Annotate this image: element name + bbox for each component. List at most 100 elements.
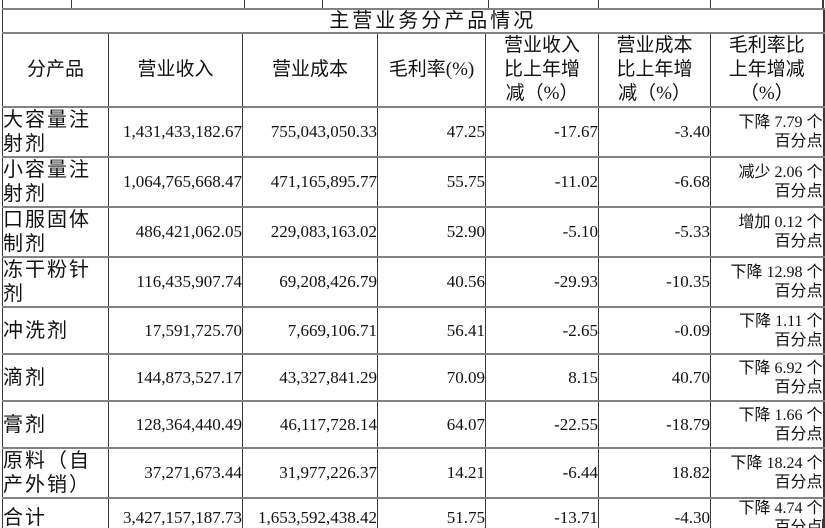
- table-row: 滴剂 144,873,527.17 43,327,841.29 70.09 8.…: [2, 353, 824, 402]
- revenue-cell: 116,435,907.74: [108, 256, 243, 308]
- partial-row-divider: [2, 0, 3, 8]
- margin-yoy-cell: 下降 6.92 个 百分点: [710, 353, 824, 402]
- margin-cell: 55.75: [377, 156, 486, 208]
- cost-cell: 7,669,106.71: [242, 306, 378, 355]
- margin-yoy-cell: 下降 7.79 个 百分点: [710, 106, 824, 158]
- revenue-cell: 1,431,433,182.67: [108, 106, 243, 158]
- table-row: 口服固体 制剂 486,421,062.05 229,083,163.02 52…: [2, 206, 824, 258]
- cost-cell: 46,117,728.14: [242, 400, 378, 449]
- cost-yoy-cell: -10.35: [598, 256, 711, 308]
- revenue-yoy-cell: -22.55: [485, 400, 599, 449]
- margin-yoy-cell: 下降 1.11 个 百分点: [710, 306, 824, 355]
- column-header-product: 分产品: [2, 32, 109, 108]
- margin-cell: 64.07: [377, 400, 486, 449]
- revenue-yoy-cell: -11.02: [485, 156, 599, 208]
- partial-row-divider: [710, 0, 711, 8]
- cost-yoy-cell: -3.40: [598, 106, 711, 158]
- partial-row-divider: [322, 0, 323, 8]
- revenue-cell: 144,873,527.17: [108, 353, 243, 402]
- revenue-yoy-cell: -2.65: [485, 306, 599, 355]
- revenue-cell: 37,271,673.44: [108, 447, 243, 499]
- product-name-cell: 原料（自 产外销）: [2, 447, 109, 499]
- product-name-cell: 膏剂: [2, 400, 109, 449]
- cost-cell: 471,165,895.77: [242, 156, 378, 208]
- revenue-cell: 128,364,440.49: [108, 400, 243, 449]
- partial-row-divider: [244, 0, 245, 8]
- column-header-margin-yoy: 毛利率比 上年增减 （%）: [710, 32, 824, 108]
- main-business-by-product-table: 主营业务分产品情况 分产品 营业收入 营业成本 毛利率(%) 营业收入 比上年增…: [2, 8, 825, 528]
- product-name-cell: 口服固体 制剂: [2, 206, 109, 258]
- table-title: 主营业务分产品情况: [2, 8, 824, 34]
- product-name-cell: 冻干粉针 剂: [2, 256, 109, 308]
- cost-cell: 1,653,592,438.42: [242, 497, 378, 528]
- partial-row-divider: [822, 0, 824, 8]
- margin-yoy-cell: 减少 2.06 个 百分点: [710, 156, 824, 208]
- column-header-cost-yoy: 营业成本 比上年增 减（%）: [598, 32, 711, 108]
- revenue-yoy-cell: -13.71: [485, 497, 599, 528]
- product-name-cell: 大容量注 射剂: [2, 106, 109, 158]
- cost-cell: 31,977,226.37: [242, 447, 378, 499]
- margin-cell: 47.25: [377, 106, 486, 158]
- table-row-total: 合计 3,427,157,187.73 1,653,592,438.42 51.…: [2, 497, 824, 528]
- table-row: 小容量注 射剂 1,064,765,668.47 471,165,895.77 …: [2, 156, 824, 208]
- column-header-margin: 毛利率(%): [377, 32, 486, 108]
- revenue-cell: 3,427,157,187.73: [108, 497, 243, 528]
- table-row: 原料（自 产外销） 37,271,673.44 31,977,226.37 14…: [2, 447, 824, 499]
- product-name-cell: 冲洗剂: [2, 306, 109, 355]
- product-name-cell: 小容量注 射剂: [2, 156, 109, 208]
- partial-row-divider: [108, 519, 109, 528]
- table-header-row: 分产品 营业收入 营业成本 毛利率(%) 营业收入 比上年增 减（%） 营业成本…: [2, 32, 824, 108]
- partial-row-divider: [598, 519, 599, 528]
- cost-yoy-cell: 40.70: [598, 353, 711, 402]
- cost-cell: 755,043,050.33: [242, 106, 378, 158]
- cost-cell: 69,208,426.79: [242, 256, 378, 308]
- margin-cell: 40.56: [377, 256, 486, 308]
- margin-cell: 56.41: [377, 306, 486, 355]
- margin-yoy-cell: 增加 0.12 个 百分点: [710, 206, 824, 258]
- cost-yoy-cell: 18.82: [598, 447, 711, 499]
- partial-row-divider: [488, 0, 489, 8]
- table-title-row: 主营业务分产品情况: [2, 8, 824, 34]
- revenue-yoy-cell: -17.67: [485, 106, 599, 158]
- partial-row-divider: [710, 519, 711, 528]
- margin-cell: 14.21: [377, 447, 486, 499]
- cropped-row-bottom: [0, 519, 825, 528]
- partial-row-divider: [822, 519, 824, 528]
- table-row: 冻干粉针 剂 116,435,907.74 69,208,426.79 40.5…: [2, 256, 824, 308]
- partial-row-divider: [242, 519, 243, 528]
- cost-yoy-cell: -18.79: [598, 400, 711, 449]
- column-header-cost: 营业成本: [242, 32, 378, 108]
- revenue-cell: 17,591,725.70: [108, 306, 243, 355]
- column-header-revenue-yoy: 营业收入 比上年增 减（%）: [485, 32, 599, 108]
- margin-cell: 52.90: [377, 206, 486, 258]
- revenue-yoy-cell: -6.44: [485, 447, 599, 499]
- revenue-yoy-cell: 8.15: [485, 353, 599, 402]
- margin-cell: 70.09: [377, 353, 486, 402]
- cost-yoy-cell: -0.09: [598, 306, 711, 355]
- partial-row-divider: [377, 519, 378, 528]
- cost-yoy-cell: -6.68: [598, 156, 711, 208]
- margin-yoy-cell: 下降 1.66 个 百分点: [710, 400, 824, 449]
- partial-row-divider: [485, 519, 486, 528]
- revenue-yoy-cell: -5.10: [485, 206, 599, 258]
- table-row: 冲洗剂 17,591,725.70 7,669,106.71 56.41 -2.…: [2, 306, 824, 355]
- revenue-yoy-cell: -29.93: [485, 256, 599, 308]
- partial-row-divider: [71, 0, 72, 8]
- cropped-row-top: [0, 0, 825, 8]
- margin-yoy-cell: 下降 18.24 个 百分点: [710, 447, 824, 499]
- cost-yoy-cell: -5.33: [598, 206, 711, 258]
- margin-yoy-cell: 下降 12.98 个 百分点: [710, 256, 824, 308]
- revenue-cell: 1,064,765,668.47: [108, 156, 243, 208]
- revenue-cell: 486,421,062.05: [108, 206, 243, 258]
- partial-row-divider: [598, 0, 599, 8]
- table-row: 膏剂 128,364,440.49 46,117,728.14 64.07 -2…: [2, 400, 824, 449]
- table-row: 大容量注 射剂 1,431,433,182.67 755,043,050.33 …: [2, 106, 824, 158]
- column-header-revenue: 营业收入: [108, 32, 243, 108]
- product-name-cell: 合计: [2, 497, 109, 528]
- product-name-cell: 滴剂: [2, 353, 109, 402]
- cost-cell: 43,327,841.29: [242, 353, 378, 402]
- margin-yoy-cell: 下降 4.74 个 百分点: [710, 497, 824, 528]
- partial-row-divider: [2, 519, 3, 528]
- cost-cell: 229,083,163.02: [242, 206, 378, 258]
